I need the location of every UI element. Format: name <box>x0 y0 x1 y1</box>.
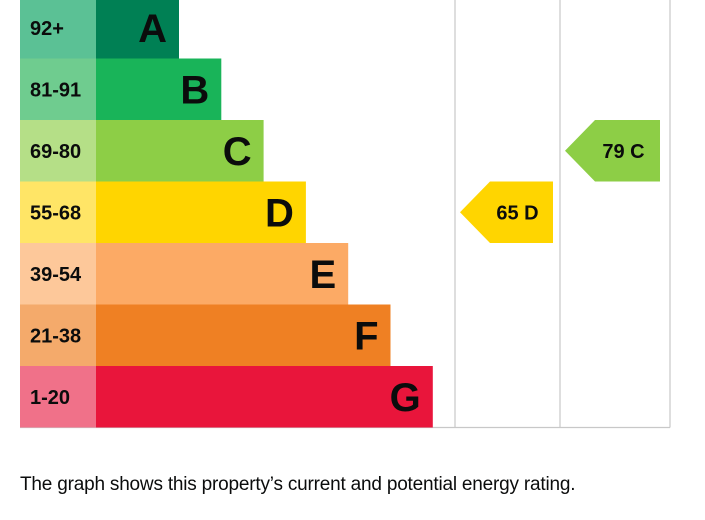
band-range-label: 69-80 <box>30 141 81 163</box>
band-bar-a <box>96 0 179 59</box>
current-rating-arrow <box>460 181 553 243</box>
band-bar-c <box>96 120 264 182</box>
band-range-label: 55-68 <box>30 202 81 224</box>
band-letter-e: E <box>310 253 337 297</box>
chart-caption: The graph shows this property’s current … <box>20 474 576 495</box>
band-letter-b: B <box>180 68 209 112</box>
band-range-label: 1-20 <box>30 387 70 409</box>
current-rating-label: 65 D <box>496 202 538 224</box>
band-bar-d <box>96 181 306 243</box>
band-letter-d: D <box>265 191 294 235</box>
band-bar-g <box>96 366 433 428</box>
potential-rating-label: 79 C <box>602 141 644 163</box>
band-bar-e <box>96 243 349 305</box>
band-range-background <box>20 120 96 182</box>
rating-bands: 92+ A 81-91 B 69-80 C 55-68 D 39-54 E 21-38 F 1-20 G <box>20 0 433 428</box>
band-letter-g: G <box>390 376 421 420</box>
band-range-background <box>20 181 96 243</box>
band-bar-f <box>96 304 391 366</box>
band-letter-a: A <box>138 7 167 51</box>
band-range-label: 81-91 <box>30 79 81 101</box>
band-range-background <box>20 58 96 120</box>
potential-rating-arrow <box>565 120 660 182</box>
band-range-background <box>20 0 96 59</box>
rating-markers: 65 D 79 C <box>460 120 660 243</box>
band-range-background <box>20 304 96 366</box>
energy-rating-chart: 92+ A81-91 B69-80 C55-68 D39-54 E21-38 F1-20 G … <box>20 0 671 429</box>
band-letter-c: C <box>223 130 252 174</box>
band-range-background <box>20 366 96 428</box>
band-range-label: 39-54 <box>30 264 82 286</box>
band-range-label: 92+ <box>30 18 64 40</box>
band-range-background <box>20 243 96 305</box>
band-letter-f: F <box>354 314 378 358</box>
band-bar-b <box>96 58 222 120</box>
band-range-label: 21-38 <box>30 325 81 347</box>
